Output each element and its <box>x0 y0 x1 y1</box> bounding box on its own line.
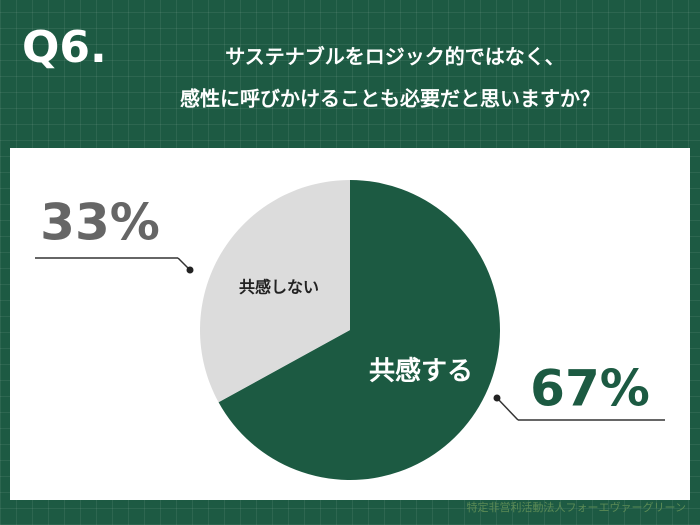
question-number: Q6. <box>22 22 107 73</box>
pie-slice <box>218 180 500 480</box>
source: 特定非営利活動法人フォーエヴァーグリーン <box>467 500 686 514</box>
slice-label: 共感しない <box>239 278 319 297</box>
title-line: 感性に呼びかけることも必要だと思いますか？ <box>180 87 600 111</box>
value-label: 67% <box>530 360 650 418</box>
leader-line <box>496 397 519 421</box>
leader-dot <box>493 394 501 402</box>
title-line: サステナブルをロジック的ではなく、 <box>225 45 565 69</box>
leader-dot <box>186 266 194 274</box>
slice-label: 共感する <box>369 356 473 386</box>
value-label: 33% <box>40 194 160 252</box>
pie-slice <box>199 180 350 403</box>
